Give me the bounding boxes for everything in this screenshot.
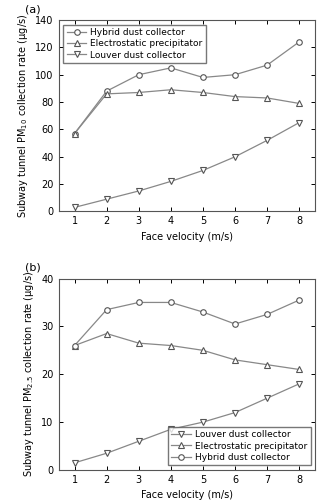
Electrostatic precipitator [297,100,301,106]
Louver dust collector [169,178,173,184]
Electrostatic precipitator [72,342,76,348]
Electrostatic precipitator [201,348,205,354]
Line: Louver dust collector: Louver dust collector [72,120,302,210]
Electrostatic precipitator [137,340,141,346]
Hybrid dust collector [233,72,237,78]
Hybrid dust collector [297,39,301,45]
Louver dust collector [72,204,76,210]
Hybrid dust collector [105,306,109,312]
Y-axis label: Subway tunnel PM$_{2.5}$ collection rate (μg/s): Subway tunnel PM$_{2.5}$ collection rate… [22,271,36,478]
Hybrid dust collector [72,342,76,348]
Louver dust collector [201,168,205,173]
Hybrid dust collector [201,309,205,315]
Electrostatic precipitator [297,366,301,372]
Legend: Hybrid dust collector, Electrostatic precipitator, Louver dust collector: Hybrid dust collector, Electrostatic pre… [63,24,206,63]
Electrostatic precipitator [201,90,205,96]
Electrostatic precipitator [72,130,76,136]
Louver dust collector [169,426,173,432]
Line: Hybrid dust collector: Hybrid dust collector [72,298,302,348]
Electrostatic precipitator [233,357,237,363]
Hybrid dust collector [137,72,141,78]
Hybrid dust collector [297,297,301,303]
Electrostatic precipitator [169,342,173,348]
Louver dust collector [297,120,301,126]
X-axis label: Face velocity (m/s): Face velocity (m/s) [141,490,233,500]
Line: Electrostatic precipitator: Electrostatic precipitator [72,331,302,372]
Electrostatic precipitator [105,91,109,97]
Louver dust collector [137,438,141,444]
Electrostatic precipitator [137,90,141,96]
Louver dust collector [265,395,269,401]
Hybrid dust collector [265,312,269,318]
Louver dust collector [233,154,237,160]
Louver dust collector [105,450,109,456]
Electrostatic precipitator [265,362,269,368]
Electrostatic precipitator [265,95,269,101]
Louver dust collector [137,188,141,194]
Louver dust collector [233,410,237,416]
Hybrid dust collector [72,130,76,136]
Louver dust collector [201,419,205,425]
Electrostatic precipitator [169,87,173,93]
Electrostatic precipitator [233,94,237,100]
Text: (a): (a) [25,4,41,15]
Hybrid dust collector [169,65,173,71]
Text: (b): (b) [25,263,41,273]
Electrostatic precipitator [105,330,109,336]
Louver dust collector [265,138,269,143]
Line: Louver dust collector: Louver dust collector [72,381,302,466]
Line: Hybrid dust collector: Hybrid dust collector [72,39,302,136]
Line: Electrostatic precipitator: Electrostatic precipitator [72,87,302,136]
Legend: Louver dust collector, Electrostatic precipitator, Hybrid dust collector: Louver dust collector, Electrostatic pre… [168,426,311,466]
Y-axis label: Subway tunnel PM$_{10}$ collection rate (μg/s): Subway tunnel PM$_{10}$ collection rate … [16,14,30,218]
X-axis label: Face velocity (m/s): Face velocity (m/s) [141,232,233,242]
Hybrid dust collector [105,88,109,94]
Hybrid dust collector [201,74,205,80]
Louver dust collector [72,460,76,466]
Hybrid dust collector [233,321,237,327]
Louver dust collector [105,196,109,202]
Hybrid dust collector [169,300,173,306]
Hybrid dust collector [137,300,141,306]
Louver dust collector [297,381,301,387]
Hybrid dust collector [265,62,269,68]
